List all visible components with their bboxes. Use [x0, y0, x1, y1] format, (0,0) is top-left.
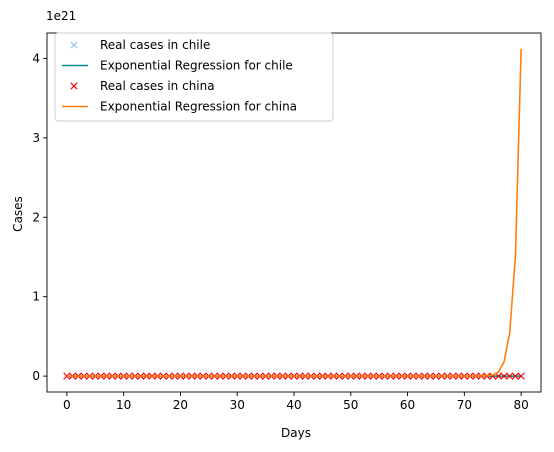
x-tick-label: 40	[286, 398, 301, 412]
legend-label: Exponential Regression for chile	[100, 59, 293, 73]
x-tick-label: 80	[513, 398, 528, 412]
x-tick-label: 70	[457, 398, 472, 412]
x-tick-label: 20	[173, 398, 188, 412]
data-point-2	[500, 372, 508, 380]
plot-area	[63, 48, 525, 380]
data-point-2	[517, 372, 525, 380]
legend-label: Real cases in chile	[100, 38, 210, 52]
y-tick-label: 1	[32, 290, 40, 304]
legend-marker-swatch	[70, 41, 78, 49]
legend-marker-swatch	[70, 82, 78, 90]
x-tick-label: 10	[116, 398, 131, 412]
y-offset-text: 1e21	[46, 9, 76, 23]
legend-frame	[54, 32, 334, 122]
data-point-2	[506, 372, 514, 380]
legend-label: Exponential Regression for china	[100, 100, 297, 114]
series-line-3	[66, 48, 522, 377]
legend-label: Real cases in china	[100, 79, 215, 93]
y-tick-label: 2	[32, 210, 40, 224]
y-tick-label: 0	[32, 369, 40, 383]
x-tick-label: 50	[343, 398, 358, 412]
y-tick-label: 3	[32, 131, 40, 145]
x-tick-label: 30	[230, 398, 245, 412]
legend: Real cases in chile Exponential Regressio…	[54, 32, 334, 122]
y-axis-label: Cases	[11, 196, 25, 232]
x-axis-label: Days	[281, 426, 311, 440]
data-point-2	[511, 372, 520, 380]
x-tick-label: 60	[400, 398, 415, 412]
y-tick-label: 4	[32, 51, 40, 65]
x-tick-label: 0	[63, 398, 71, 412]
